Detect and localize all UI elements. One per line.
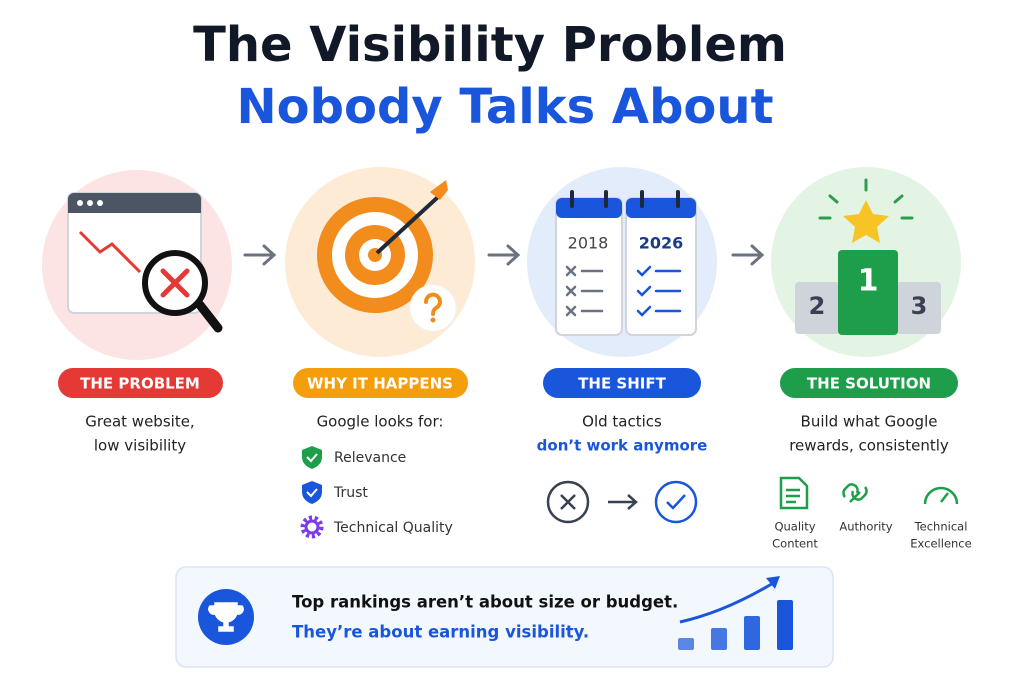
- title-line: Nobody Talks About: [236, 79, 773, 135]
- description: Build what Google: [801, 413, 938, 431]
- calendar-icon: 2018 2026: [555, 190, 697, 336]
- footer-box: [175, 566, 834, 668]
- footer-text: Top rankings aren’t about size or budget…: [292, 593, 678, 612]
- gear-icon: [304, 519, 320, 535]
- podium-number: 2: [809, 292, 826, 320]
- criteria: Technical Quality: [333, 520, 453, 536]
- check-circle: [654, 480, 698, 524]
- description: low visibility: [94, 437, 186, 455]
- solution-label: Content: [772, 537, 818, 551]
- solution-label: Authority: [839, 520, 892, 534]
- shield-icon: [302, 446, 322, 469]
- check: [306, 453, 318, 463]
- shield-icon: [302, 481, 322, 504]
- podium-number: 1: [858, 264, 879, 299]
- pill: [58, 368, 223, 398]
- description: don’t work anymore: [537, 437, 708, 455]
- arrow: [608, 494, 638, 510]
- problem-icon: [67, 192, 223, 333]
- description: Google looks for:: [317, 413, 444, 431]
- solution-icons: [779, 476, 959, 510]
- year: 2026: [639, 234, 684, 253]
- step-label: THE SOLUTION: [807, 375, 931, 393]
- check: [666, 494, 686, 510]
- title-line: The Visibility Problem: [193, 17, 787, 73]
- description: rewards, consistently: [789, 437, 949, 455]
- pill: [293, 368, 468, 398]
- description: Great website,: [85, 413, 194, 431]
- check: [306, 488, 318, 498]
- gear-icon: [300, 515, 324, 539]
- arrows: [243, 244, 765, 266]
- podium-icon: 1 2 3: [795, 178, 941, 335]
- x-mark: [560, 494, 576, 510]
- target-icon: [317, 180, 457, 332]
- description: Old tactics: [582, 413, 662, 431]
- podium-number: 3: [911, 292, 928, 320]
- year: 2018: [568, 234, 609, 253]
- footer-text: They’re about earning visibility.: [292, 623, 589, 642]
- criteria: Trust: [333, 485, 368, 501]
- step-label: THE PROBLEM: [80, 375, 200, 393]
- solution-label: Quality: [774, 520, 815, 534]
- trend-arrow: [679, 580, 776, 624]
- solution-label: Technical: [914, 520, 968, 534]
- growth-chart: [678, 600, 793, 650]
- x-circle: [546, 480, 590, 524]
- pill: [780, 368, 958, 398]
- pill: [543, 368, 701, 398]
- criteria: Relevance: [334, 450, 406, 466]
- step-label: WHY IT HAPPENS: [307, 375, 453, 393]
- trend-arrowhead: [766, 576, 780, 589]
- trophy-icon: [208, 602, 244, 632]
- solution-label: Excellence: [910, 537, 971, 551]
- step-label: THE SHIFT: [578, 375, 666, 393]
